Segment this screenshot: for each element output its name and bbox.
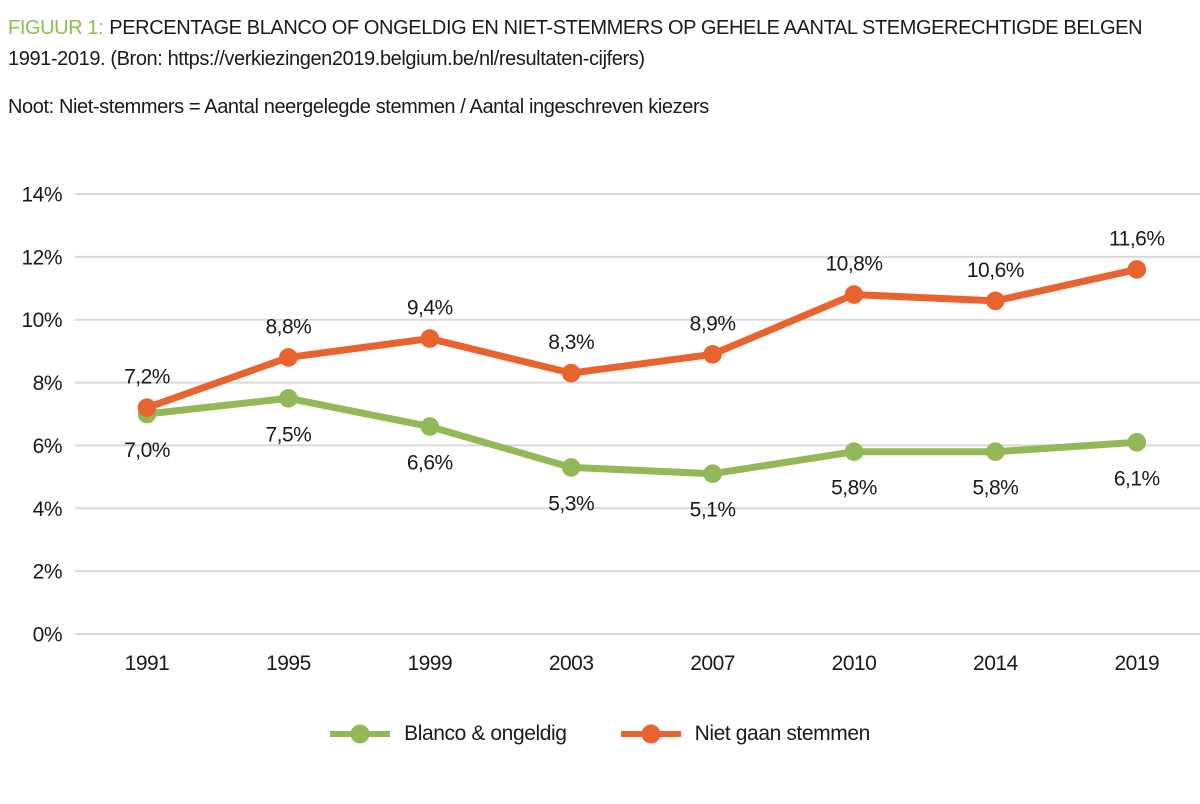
data-point-label: 10,6% xyxy=(967,259,1024,282)
data-point-label: 8,9% xyxy=(690,312,736,335)
x-axis-tick-label: 2014 xyxy=(973,652,1019,675)
data-point-niet-gaan-stemmen-1991 xyxy=(137,398,157,418)
data-point-blanco-ongeldig-2003 xyxy=(561,458,581,477)
data-point-label: 10,8% xyxy=(825,253,882,276)
legend-label: Niet gaan stemmen xyxy=(694,722,871,745)
figure-note: Noot: Niet-stemmers = Aantal neergelegde… xyxy=(8,96,709,118)
y-axis-tick-label: 0% xyxy=(33,624,62,647)
data-point-label: 8,3% xyxy=(548,331,594,354)
y-axis-tick-label: 2% xyxy=(33,561,62,584)
series-line-niet-gaan-stemmen xyxy=(143,265,1141,412)
y-axis-tick-label: 4% xyxy=(33,498,62,521)
y-axis-tick-label: 12% xyxy=(21,246,62,269)
data-point-blanco-ongeldig-1999 xyxy=(420,417,440,436)
data-point-label: 7,2% xyxy=(124,366,170,389)
x-axis-tick-label: 2007 xyxy=(690,652,735,675)
series-line-blanco-ongeldig xyxy=(143,394,1141,478)
data-point-blanco-ongeldig-1995 xyxy=(279,388,298,408)
legend-swatch-icon xyxy=(620,724,681,744)
data-point-label: 9,4% xyxy=(407,297,453,320)
x-axis-tick-label: 2010 xyxy=(832,652,877,675)
line-chart: 0% 2% 4% 6% 8% 10% 12% 14% 1991 1995 1999 2003 2007 2… xyxy=(21,184,1200,675)
data-point-label: 7,0% xyxy=(124,439,170,462)
data-point-label: 6,6% xyxy=(407,452,453,475)
data-point-label: 7,5% xyxy=(265,423,311,446)
data-point-niet-gaan-stemmen-2019 xyxy=(1127,260,1147,279)
legend-item-niet-gaan-stemmen: Niet gaan stemmen xyxy=(619,722,870,746)
figure-title-text: PERCENTAGE BLANCO OF ONGELDIG EN NIET-ST… xyxy=(8,17,1143,70)
x-axis-tick-label: 1991 xyxy=(125,652,170,675)
y-axis-tick-label: 14% xyxy=(21,184,62,207)
data-point-label: 8,8% xyxy=(265,315,311,338)
data-point-label: 5,8% xyxy=(831,477,877,500)
data-point-blanco-ongeldig-2019 xyxy=(1127,432,1147,452)
data-point-label: 5,8% xyxy=(972,477,1018,500)
x-axis-tick-label: 2019 xyxy=(1114,652,1159,675)
x-axis-tick-label: 1999 xyxy=(407,652,452,675)
data-point-niet-gaan-stemmen-2003 xyxy=(561,363,581,383)
legend-label: Blanco & ongeldig xyxy=(404,722,567,745)
data-point-niet-gaan-stemmen-2014 xyxy=(986,291,1005,311)
data-point-label: 6,1% xyxy=(1114,467,1160,490)
legend-swatch-icon xyxy=(330,724,391,744)
data-point-label: 5,3% xyxy=(548,492,594,515)
y-axis-tick-label: 8% xyxy=(33,372,62,395)
data-point-niet-gaan-stemmen-2010 xyxy=(844,285,864,304)
data-point-niet-gaan-stemmen-1995 xyxy=(279,348,298,367)
data-point-label: 5,1% xyxy=(690,499,736,522)
y-axis-tick-label: 6% xyxy=(33,435,62,458)
data-point-niet-gaan-stemmen-1999 xyxy=(420,329,440,348)
chart-legend: Blanco & ongeldig Niet gaan stemmen xyxy=(8,722,1190,746)
data-point-blanco-ongeldig-2007 xyxy=(703,464,722,484)
data-point-blanco-ongeldig-2010 xyxy=(844,442,864,462)
data-point-label: 11,6% xyxy=(1109,227,1165,250)
legend-item-blanco-ongeldig: Blanco & ongeldig xyxy=(328,722,567,746)
data-point-niet-gaan-stemmen-2007 xyxy=(703,344,722,364)
figure-title: FIGUUR 1: PERCENTAGE BLANCO OF ONGELDIG E… xyxy=(8,13,1176,75)
x-axis-tick-label: 2003 xyxy=(549,652,594,675)
x-axis-tick-label: 1995 xyxy=(266,652,311,675)
data-point-blanco-ongeldig-2014 xyxy=(986,442,1005,462)
figure-number-label: FIGUUR 1: xyxy=(8,17,104,39)
y-axis-tick-label: 10% xyxy=(21,309,62,332)
